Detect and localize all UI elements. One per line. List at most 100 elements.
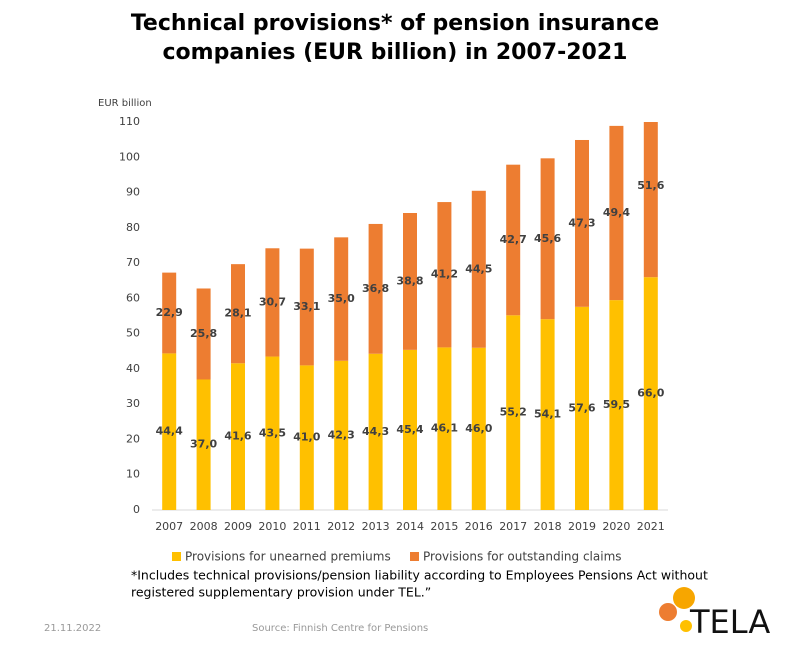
bar-segment xyxy=(265,356,280,510)
y-tick-label: 40 xyxy=(126,362,140,375)
bar-segment xyxy=(334,237,349,361)
logo-text: TELA xyxy=(689,603,770,641)
x-tick-label: 2017 xyxy=(499,520,527,533)
data-label: 35,0 xyxy=(328,292,355,305)
bars xyxy=(162,122,658,510)
bar-segment xyxy=(437,202,452,348)
data-label: 38,8 xyxy=(396,274,423,287)
bar-segment xyxy=(334,360,349,510)
x-tick-label: 2012 xyxy=(327,520,355,533)
y-tick-label: 0 xyxy=(133,503,140,516)
x-tick-label: 2021 xyxy=(637,520,665,533)
y-tick-label: 10 xyxy=(126,468,140,481)
bar-segment xyxy=(471,190,486,348)
x-tick-label: 2010 xyxy=(258,520,286,533)
x-tick-label: 2011 xyxy=(293,520,321,533)
y-tick-label: 100 xyxy=(119,150,140,163)
bar-segment xyxy=(437,347,452,510)
chart-title: companies (EUR billion) in 2007-2021 xyxy=(163,40,628,65)
data-label: 44,5 xyxy=(465,262,492,275)
bar-segment xyxy=(368,223,383,354)
x-tick-label: 2013 xyxy=(362,520,390,533)
data-label: 22,9 xyxy=(156,306,183,319)
data-label: 41,2 xyxy=(431,268,458,281)
bar-segment xyxy=(231,264,245,364)
legend-label: Provisions for unearned premiums xyxy=(185,550,391,564)
bar-segment xyxy=(162,353,177,510)
x-tick-label: 2015 xyxy=(430,520,458,533)
data-label: 55,2 xyxy=(500,406,527,419)
bar-segment xyxy=(540,158,555,320)
data-label: 54,1 xyxy=(534,408,561,421)
data-label: 42,7 xyxy=(500,233,527,246)
data-label: 41,6 xyxy=(224,430,251,443)
x-tick-label: 2016 xyxy=(465,520,493,533)
source: Source: Finnish Centre for Pensions xyxy=(252,623,428,634)
bar-segment xyxy=(609,125,624,301)
bar-segment xyxy=(299,365,314,510)
bar-segment xyxy=(231,363,245,510)
data-label: 59,5 xyxy=(603,398,630,411)
y-axis-label: EUR billion xyxy=(98,98,152,109)
bar-segment xyxy=(643,122,658,278)
data-label: 36,8 xyxy=(362,282,389,295)
x-tick-label: 2019 xyxy=(568,520,596,533)
bar-segment xyxy=(575,306,589,510)
bar-segment xyxy=(575,139,589,307)
data-label: 43,5 xyxy=(259,426,286,439)
x-tick-label: 2020 xyxy=(602,520,630,533)
bar-segment xyxy=(162,272,177,354)
bar-segment xyxy=(403,349,417,510)
bar-segment xyxy=(471,347,486,510)
data-label: 46,1 xyxy=(431,422,458,435)
data-label: 44,3 xyxy=(362,425,389,438)
data-label: 66,0 xyxy=(637,387,664,400)
data-label: 28,1 xyxy=(224,307,251,320)
bar-segment xyxy=(643,277,658,510)
y-tick-label: 70 xyxy=(126,256,140,269)
data-label: 45,6 xyxy=(534,232,561,245)
y-tick-label: 20 xyxy=(126,432,140,445)
x-tick-label: 2007 xyxy=(155,520,183,533)
bar-segment xyxy=(540,319,555,510)
data-label: 45,4 xyxy=(396,423,423,436)
bar-segment xyxy=(299,248,314,366)
data-label: 44,4 xyxy=(156,425,183,438)
bar-segment xyxy=(403,213,417,350)
data-label: 37,0 xyxy=(190,438,217,451)
bar-segment xyxy=(196,379,211,510)
data-label: 51,6 xyxy=(637,179,664,192)
data-label: 57,6 xyxy=(568,401,595,414)
data-label: 33,1 xyxy=(293,300,320,313)
bar-segment xyxy=(609,300,624,510)
bar-segment xyxy=(506,315,521,510)
y-tick-label: 110 xyxy=(119,115,140,128)
bar-segment xyxy=(506,164,521,316)
footnote: *Includes technical provisions/pension l… xyxy=(131,568,708,583)
y-tick-label: 80 xyxy=(126,221,140,234)
x-tick-label: 2018 xyxy=(534,520,562,533)
y-tick-label: 50 xyxy=(126,327,140,340)
legend-swatch xyxy=(410,552,419,561)
data-label: 46,0 xyxy=(465,422,492,435)
bar-segment xyxy=(265,248,280,357)
bar-segment xyxy=(368,353,383,510)
y-tick-label: 90 xyxy=(126,186,140,199)
footnote: registered supplementary provision under… xyxy=(131,585,431,600)
data-label: 47,3 xyxy=(568,216,595,229)
data-label: 25,8 xyxy=(190,327,217,340)
chart-title: Technical provisions* of pension insuran… xyxy=(131,11,659,36)
x-tick-label: 2014 xyxy=(396,520,424,533)
data-label: 41,0 xyxy=(293,431,320,444)
legend-swatch xyxy=(172,552,181,561)
legend-label: Provisions for outstanding claims xyxy=(423,550,622,564)
data-label: 30,7 xyxy=(259,295,286,308)
x-tick-label: 2009 xyxy=(224,520,252,533)
logo: TELA xyxy=(659,587,770,641)
date: 21.11.2022 xyxy=(44,623,101,634)
y-tick-label: 60 xyxy=(126,291,140,304)
x-tick-label: 2008 xyxy=(190,520,218,533)
y-tick-label: 30 xyxy=(126,397,140,410)
data-label: 42,3 xyxy=(328,428,355,441)
data-label: 49,4 xyxy=(603,206,630,219)
